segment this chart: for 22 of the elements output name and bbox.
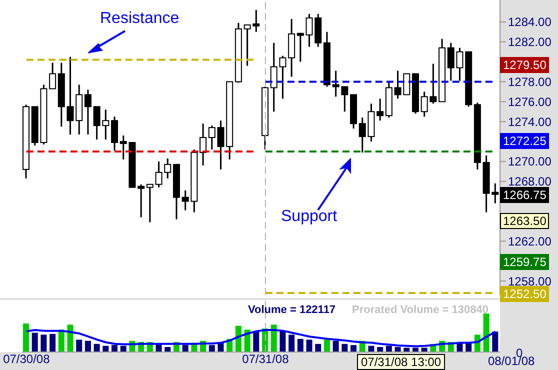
- annotation: Volume = 122117: [248, 303, 336, 317]
- y-tick-label: 1274.00: [508, 114, 552, 129]
- y-tick-label: 1258.00: [508, 274, 552, 288]
- text: 1259.75: [500, 254, 550, 270]
- y-tick-label: 1282.00: [508, 35, 552, 50]
- y-tick-label: 1268.00: [508, 174, 552, 189]
- annotation: Resistance: [100, 10, 180, 28]
- annotation: Support: [281, 208, 338, 226]
- y-tick-label: 1278.00: [508, 74, 552, 89]
- x-tick-label: 07/31/08: [242, 352, 290, 366]
- text: 07/31/08 13:00: [357, 354, 446, 370]
- y-tick-label: 1284.00: [508, 15, 552, 30]
- text: 1263.50: [500, 213, 550, 229]
- annotation: Prorated Volume = 130840: [352, 303, 488, 317]
- y-tick-label: 1262.00: [508, 234, 552, 248]
- y-tick-label: 1276.00: [508, 94, 552, 109]
- x-tick-label: 07/30/08: [3, 352, 50, 366]
- text: 1266.75: [500, 187, 550, 203]
- text: 1252.50: [500, 286, 550, 302]
- y-tick-label: 1270.00: [508, 154, 552, 169]
- text: 1279.50: [500, 57, 550, 73]
- text: 1272.25: [500, 133, 550, 149]
